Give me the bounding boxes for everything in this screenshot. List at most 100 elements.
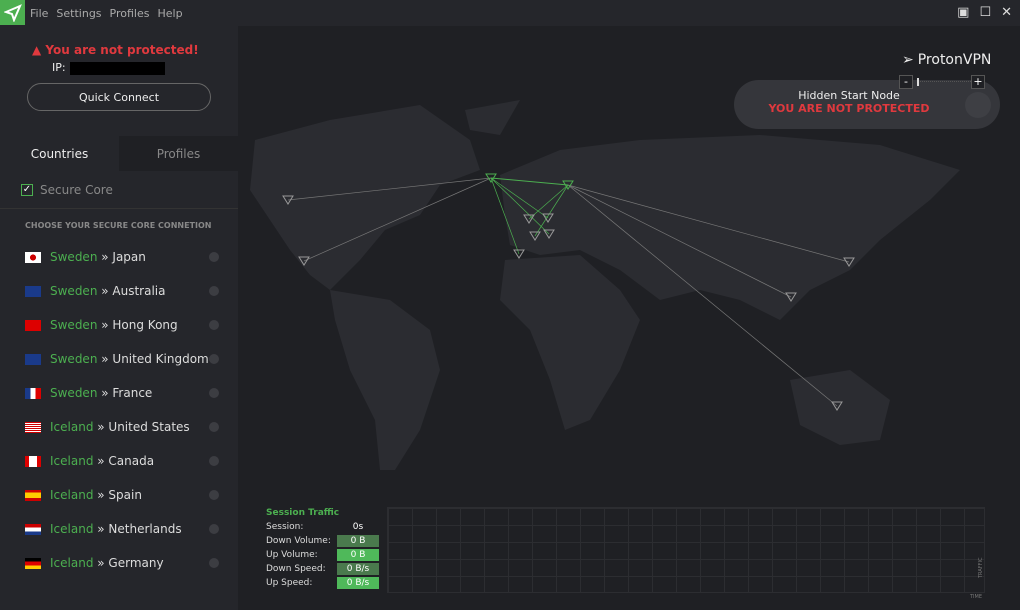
title-bar: File Settings Profiles Help ▣ ☐ ✕ bbox=[0, 0, 1020, 26]
connect-indicator[interactable] bbox=[209, 524, 219, 534]
server-node-icon[interactable] bbox=[523, 214, 535, 224]
down-volume-label: Down Volume: bbox=[266, 536, 331, 546]
menu-help[interactable]: Help bbox=[157, 7, 183, 20]
down-speed-value: 0 B/s bbox=[337, 563, 379, 575]
connect-indicator[interactable] bbox=[209, 286, 219, 296]
zoom-handle[interactable] bbox=[917, 78, 919, 86]
close-icon[interactable]: ✕ bbox=[1001, 5, 1012, 20]
down-speed-label: Down Speed: bbox=[266, 564, 326, 574]
traffic-title: Session Traffic bbox=[266, 508, 340, 518]
server-item[interactable]: Sweden » France bbox=[0, 376, 238, 410]
server-item[interactable]: Sweden » Hong Kong bbox=[0, 308, 238, 342]
maximize-icon[interactable]: ☐ bbox=[979, 5, 992, 20]
server-item[interactable]: Iceland » Spain bbox=[0, 478, 238, 512]
connect-indicator[interactable] bbox=[209, 320, 219, 330]
minimize-to-tray-icon[interactable]: ▣ bbox=[957, 5, 970, 20]
up-volume-label: Up Volume: bbox=[266, 550, 318, 560]
tab-countries[interactable]: Countries bbox=[0, 136, 119, 171]
exit-country: » Spain bbox=[97, 488, 142, 502]
server-node-icon[interactable] bbox=[542, 213, 554, 223]
connect-indicator[interactable] bbox=[209, 422, 219, 432]
server-node-icon[interactable] bbox=[843, 257, 855, 267]
exit-country: » Germany bbox=[97, 556, 164, 570]
checkbox-icon[interactable]: ✓ bbox=[21, 184, 33, 196]
server-node-icon[interactable] bbox=[485, 173, 497, 183]
power-button[interactable] bbox=[965, 92, 991, 118]
zoom-out-button[interactable]: - bbox=[899, 75, 913, 89]
session-label: Session: bbox=[266, 522, 304, 532]
server-item[interactable]: Sweden » United Kingdom bbox=[0, 342, 238, 376]
brand: ➢ ProtonVPN bbox=[902, 52, 991, 68]
connection-line bbox=[490, 177, 550, 235]
connect-indicator[interactable] bbox=[209, 558, 219, 568]
server-item[interactable]: Iceland » Canada bbox=[0, 444, 238, 478]
node-title: Hidden Start Node bbox=[798, 89, 900, 102]
exit-country: » France bbox=[101, 386, 153, 400]
connect-indicator[interactable] bbox=[209, 388, 219, 398]
up-volume-value: 0 B bbox=[337, 549, 379, 561]
server-node-icon[interactable] bbox=[529, 231, 541, 241]
entry-country: Iceland bbox=[50, 420, 94, 434]
flag-jp-icon bbox=[25, 251, 41, 263]
list-heading: CHOOSE YOUR SECURE CORE CONNETION bbox=[25, 221, 212, 230]
connect-indicator[interactable] bbox=[209, 456, 219, 466]
sidebar: ▲ You are not protected! IP: Quick Conne… bbox=[0, 26, 238, 610]
zoom-in-button[interactable]: + bbox=[971, 75, 985, 89]
menu-profiles[interactable]: Profiles bbox=[109, 7, 150, 20]
session-value: 0s bbox=[352, 522, 364, 532]
server-node-icon[interactable] bbox=[831, 401, 843, 411]
connection-line bbox=[567, 184, 838, 407]
connection-line bbox=[528, 184, 569, 220]
exit-country: » Australia bbox=[101, 284, 166, 298]
entry-country: Sweden bbox=[50, 284, 98, 298]
tab-profiles[interactable]: Profiles bbox=[119, 136, 238, 171]
flag-ca-icon bbox=[25, 455, 41, 467]
server-node-icon[interactable] bbox=[298, 256, 310, 266]
secure-core-toggle[interactable]: ✓ Secure Core bbox=[21, 183, 113, 197]
protection-status: You are not protected! bbox=[45, 43, 199, 57]
up-speed-label: Up Speed: bbox=[266, 578, 313, 588]
brand-name: ProtonVPN bbox=[917, 52, 992, 68]
menu-settings[interactable]: Settings bbox=[56, 7, 102, 20]
server-item[interactable]: Sweden » Japan bbox=[0, 240, 238, 274]
server-node-icon[interactable] bbox=[513, 249, 525, 259]
exit-country: » Japan bbox=[101, 250, 146, 264]
flag-au-icon bbox=[25, 285, 41, 297]
server-node-icon[interactable] bbox=[282, 195, 294, 205]
connection-line bbox=[490, 177, 569, 186]
warning-icon: ▲ bbox=[32, 43, 42, 57]
connect-indicator[interactable] bbox=[209, 490, 219, 500]
quick-connect-button[interactable]: Quick Connect bbox=[27, 83, 211, 111]
connection-line bbox=[490, 177, 520, 255]
continents bbox=[250, 100, 960, 470]
protonvpn-arrow-icon: ➢ bbox=[902, 52, 914, 68]
server-item[interactable]: Iceland » Germany bbox=[0, 546, 238, 580]
ip-redacted bbox=[69, 61, 165, 75]
flag-fr-icon bbox=[25, 387, 41, 399]
entry-country: Sweden bbox=[50, 318, 98, 332]
graph-x-axis-label: TIME bbox=[970, 594, 983, 600]
zoom-slider[interactable]: - + bbox=[899, 75, 991, 89]
exit-country: » Hong Kong bbox=[101, 318, 178, 332]
server-item[interactable]: Sweden » Australia bbox=[0, 274, 238, 308]
connect-indicator[interactable] bbox=[209, 354, 219, 364]
server-node-icon[interactable] bbox=[785, 292, 797, 302]
node-status: YOU ARE NOT PROTECTED bbox=[768, 102, 930, 115]
entry-country: Iceland bbox=[50, 488, 94, 502]
server-node-icon[interactable] bbox=[543, 229, 555, 239]
flag-nl-icon bbox=[25, 523, 41, 535]
connect-indicator[interactable] bbox=[209, 252, 219, 262]
secure-core-label: Secure Core bbox=[40, 183, 113, 197]
entry-country: Sweden bbox=[50, 250, 98, 264]
server-item[interactable]: Iceland » United States bbox=[0, 410, 238, 444]
connection-status-pill: Hidden Start Node YOU ARE NOT PROTECTED bbox=[734, 80, 1000, 129]
entry-country: Sweden bbox=[50, 352, 98, 366]
flag-us-icon bbox=[25, 421, 41, 433]
server-item[interactable]: Iceland » Netherlands bbox=[0, 512, 238, 546]
menu-file[interactable]: File bbox=[30, 7, 49, 20]
connection-line bbox=[287, 177, 492, 201]
connection-line bbox=[303, 177, 492, 262]
protonvpn-logo-icon bbox=[0, 0, 25, 25]
server-node-icon[interactable] bbox=[562, 180, 574, 190]
graph-y-axis-label: TRAFFIC bbox=[978, 557, 984, 578]
